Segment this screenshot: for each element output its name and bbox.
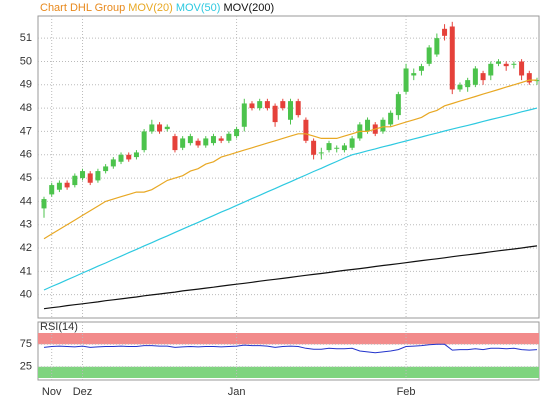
candle-body [95,171,101,181]
y-tick-label: 40 [20,289,32,301]
candle-body [41,199,47,209]
candle-body [488,63,494,76]
candle-body [442,28,448,36]
candle-body [326,143,332,151]
candle-body [80,171,86,179]
y-tick-label: 50 [20,55,32,67]
candle-body [257,101,263,109]
candle-body [303,119,309,141]
rsi-line [43,343,538,354]
candle-body [210,136,216,144]
candle-body [49,185,55,195]
y-tick-label: 49 [20,79,32,91]
candle-body [56,182,62,190]
x-tick-label: Feb [397,386,416,398]
candle-body [241,103,247,127]
oversold-band [38,366,539,378]
moving-average-line [43,79,537,240]
moving-average-line [43,245,538,310]
candle-body [472,68,478,85]
candle-body [103,166,109,172]
overbought-band [38,333,539,345]
candle-body [164,126,170,130]
candle-body [218,138,224,141]
candle-body [511,63,517,65]
candle-body [226,133,232,141]
candle-body [234,129,240,137]
candle-body [141,131,147,151]
candle-body [418,66,424,71]
candle-body [172,136,178,151]
candle-body [87,173,93,183]
candle-body [203,138,209,146]
candle-body [365,119,371,132]
candle-body [318,152,324,154]
main-panel [37,15,540,319]
rsi-title: RSI(14) [40,321,78,333]
candle-body [395,94,401,116]
candle-body [434,38,440,55]
candle-body [349,138,355,148]
chart-title: Chart DHL Group [40,2,125,14]
moving-average-line [43,107,538,291]
candle-body [503,63,509,67]
x-tick-label: Nov [42,386,62,398]
candle-body [272,105,278,123]
candle-body [480,73,486,81]
candle-body [334,147,340,149]
candle-body [110,159,116,167]
candle-body [280,101,286,109]
y-tick-label: 75 [20,338,32,350]
candle-body [264,101,270,109]
y-tick-label: 48 [20,102,32,114]
candle-body [380,119,386,132]
candle-body [133,152,139,158]
candle-body [449,26,455,90]
candle-body [457,84,463,90]
y-tick-label: 51 [20,32,32,44]
candle-body [341,145,347,151]
candle-body [295,101,301,116]
y-tick-label: 41 [20,265,32,277]
y-tick-label: 45 [20,172,32,184]
candle-body [411,73,417,76]
candle-body [64,182,70,188]
candle-body [187,136,193,144]
candle-body [426,47,432,64]
y-tick-label: 47 [20,125,32,137]
candle-body [288,101,293,120]
candle-body [126,154,132,160]
y-tick-label: 42 [20,242,32,254]
candle-body [495,61,501,64]
candle-body [157,124,163,132]
candle-body [465,80,471,88]
legend: Chart DHL Group MOV(20) MOV(50) MOV(200) [40,2,274,14]
candle-body [180,138,186,148]
legend-entry: MOV(20) [128,2,173,14]
x-tick-label: Dez [73,386,93,398]
legend-entry: MOV(50) [176,2,221,14]
y-tick-label: 43 [20,219,32,231]
candle-body [195,140,201,146]
candle-body [388,112,394,125]
legend-entry: MOV(200) [223,2,274,14]
y-tick-label: 44 [20,195,32,207]
candle-body [249,103,255,109]
candle-body [526,73,532,83]
candle-body [72,175,78,186]
candle-body [311,140,317,155]
y-tick-label: 25 [20,361,32,373]
candle-body [403,68,409,92]
candle-body [519,61,525,76]
candle-body [149,124,155,132]
candle-body [118,154,124,162]
x-tick-label: Jan [228,386,246,398]
y-tick-label: 46 [20,149,32,161]
